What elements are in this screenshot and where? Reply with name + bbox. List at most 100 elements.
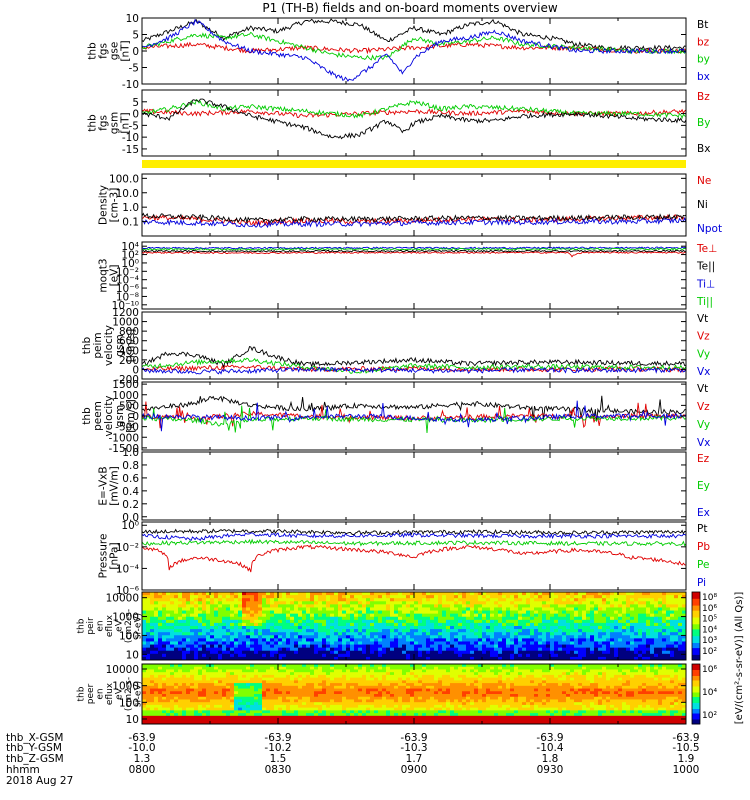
ytick-label: 10⁻¹⁰ <box>112 300 139 312</box>
series-line-fgs-gsm-Bx <box>142 98 686 140</box>
colorbar-tick-label: 10⁵ <box>702 615 717 625</box>
ytick-label: 100 <box>119 630 139 642</box>
panel-frame <box>141 17 687 85</box>
ytick-label: 10.0 <box>116 188 139 200</box>
ytick-label: -1500 <box>108 443 139 455</box>
ephemeris-value: 1.7 <box>406 753 423 765</box>
ytick-label: 5 <box>132 30 139 42</box>
legend-efield-2: Ex <box>697 507 710 519</box>
ytick-label: 0 <box>132 411 139 423</box>
ylabel-efield: E=-VxB[mV/m] <box>98 466 121 505</box>
colorbar-tick-label: 10² <box>702 647 717 657</box>
colorbar-tick-label: 10² <box>702 711 717 721</box>
ytick-label: 5 <box>132 97 139 109</box>
ephemeris-row-label: hhmm <box>6 764 40 776</box>
panels: 1050-5-10thbfgsgse[nT]Btbzbybx50-5-10-15… <box>77 13 723 726</box>
panel-frame <box>141 173 687 237</box>
series-line-density-Ni <box>142 212 686 225</box>
ytick-label: 0 <box>132 109 139 121</box>
ytick-label: 10⁴ <box>121 241 139 253</box>
ytick-label: 10⁻⁶ <box>116 283 139 295</box>
ytick-label: 200 <box>119 355 139 367</box>
legend-efield-0: Ez <box>697 453 710 465</box>
panel-frame <box>141 521 687 591</box>
legend-pressure-1: Pb <box>697 541 710 553</box>
legend-temperature-3: Ti|| <box>696 296 713 308</box>
ytick-label: -500 <box>115 422 139 434</box>
ephemeris-value: -10.3 <box>400 742 427 754</box>
legend-fgs-gsm-1: By <box>697 117 710 129</box>
date-label: 2018 Aug 27 <box>6 775 73 787</box>
legend-temperature-0: Te⊥ <box>696 243 717 255</box>
ytick-label: 10⁻² <box>116 542 139 554</box>
legend-peem-velocity-3: Vx <box>697 437 710 449</box>
ytick-label: 1200 <box>112 307 139 319</box>
legend-fgs-gse-2: by <box>697 54 710 66</box>
panel-fgs-gse: 10 5 0 -5 -10 thbfgsgse[nT] Bt bz by bx <box>87 13 710 91</box>
colorbar-tick-label: 10⁴ <box>702 625 717 635</box>
ylabel-temperature: moqt3[eV] <box>98 258 121 292</box>
series-line-fgs-gse-bz <box>142 41 686 55</box>
legend-density-2: Npot <box>697 223 722 235</box>
ylabel-peem-velocity: thbpeemvelocitygsm[km/s] <box>81 395 137 436</box>
series-line-peim-velocity-Vt <box>142 346 686 369</box>
series-line-temperature-Te <box>142 249 686 253</box>
panel-fgs-gsm: 50-5-10-15 thbfgsgsm[nT] Bz By Bx <box>87 89 710 157</box>
series-line-peem-velocity-Vx <box>142 400 686 432</box>
legend-peem-velocity-1: Vz <box>697 401 710 413</box>
legend-density-0: Ne <box>697 175 711 187</box>
ytick-label: 0 <box>132 46 139 58</box>
ytick-label: -10 <box>122 79 139 91</box>
ytick-label: 10⁻⁶ <box>116 585 139 597</box>
panel-peer-spectrogram: 10000 1000 100 10 thbpeerenefluxeV(cm2-s-sr-… <box>77 663 687 726</box>
series-line-fgs-gse-by <box>142 31 686 61</box>
ytick-label: 1000 <box>112 681 139 693</box>
ylabel-density: Density[cm-3] <box>98 185 121 225</box>
ytick-label: 600 <box>119 336 139 348</box>
ephemeris-value: 0800 <box>129 764 156 776</box>
ephemeris-value: -63.9 <box>536 732 563 744</box>
peer-spectrogram-image <box>142 664 686 724</box>
ephemeris-value: -10.2 <box>264 742 291 754</box>
ytick-label: 10⁻² <box>116 266 139 278</box>
series-line-peim-velocity-Vz <box>142 364 686 373</box>
legend-fgs-gsm-2: Bx <box>697 143 710 155</box>
ephemeris-value: 0900 <box>401 764 428 776</box>
ytick-label: 1.0 <box>122 447 139 459</box>
ytick-label: 10000 <box>106 593 139 605</box>
ytick-label: -5 <box>129 63 139 75</box>
panel-efield: 1.00.80.60.40.20.0E=-VxB[mV/m] Ez Ey Ex <box>98 447 710 524</box>
ephemeris-table: thb_X-GSMthb_Y-GSMthb_Z-GSMhhmm-63.9-10.… <box>6 732 700 776</box>
panel-frame <box>141 451 687 521</box>
series-line-density-Npot <box>142 216 686 229</box>
colorbar-peer-spectrogram <box>691 663 701 725</box>
ytick-label: -200 <box>115 374 139 386</box>
colorbar-label: [eV/(cm²-s-sr-eV)] (All Qs)] <box>734 592 745 725</box>
ephemeris-row-label: thb_X-GSM <box>6 732 63 744</box>
series-line-fgs-gse-Bt <box>142 18 686 52</box>
ephemeris-value: 1.5 <box>270 753 287 765</box>
legend-peem-velocity-2: Vy <box>697 419 710 431</box>
ylabel-peim-velocity: thbpeimvelocitygsm[km/s] <box>81 325 137 366</box>
series-line-temperature-Te <box>142 251 686 258</box>
ytick-label: 10⁻⁸ <box>116 291 139 303</box>
ytick-label: 500 <box>119 400 139 412</box>
ytick-label: 10⁻⁴ <box>116 563 139 575</box>
ephemeris-value: -63.9 <box>672 732 699 744</box>
panel-peir-spectrogram: 10000 1000 100 10 thbpeirenefluxeV(cm2-s-sr-… <box>77 591 687 661</box>
legend-peim-velocity-3: Vx <box>697 366 710 378</box>
ytick-label: -1000 <box>108 432 139 444</box>
ytick-label: 10000 <box>106 664 139 676</box>
ytick-label: -15 <box>122 144 139 156</box>
ephemeris-value: 1.9 <box>678 753 695 765</box>
ylabel-fgs-gse: thbfgsgse[nT] <box>87 40 132 61</box>
ytick-label: 0.4 <box>122 486 139 498</box>
ytick-label: 10² <box>121 250 139 262</box>
ephemeris-row-label: thb_Y-GSM <box>6 742 62 754</box>
ephemeris-value: -63.9 <box>400 732 427 744</box>
